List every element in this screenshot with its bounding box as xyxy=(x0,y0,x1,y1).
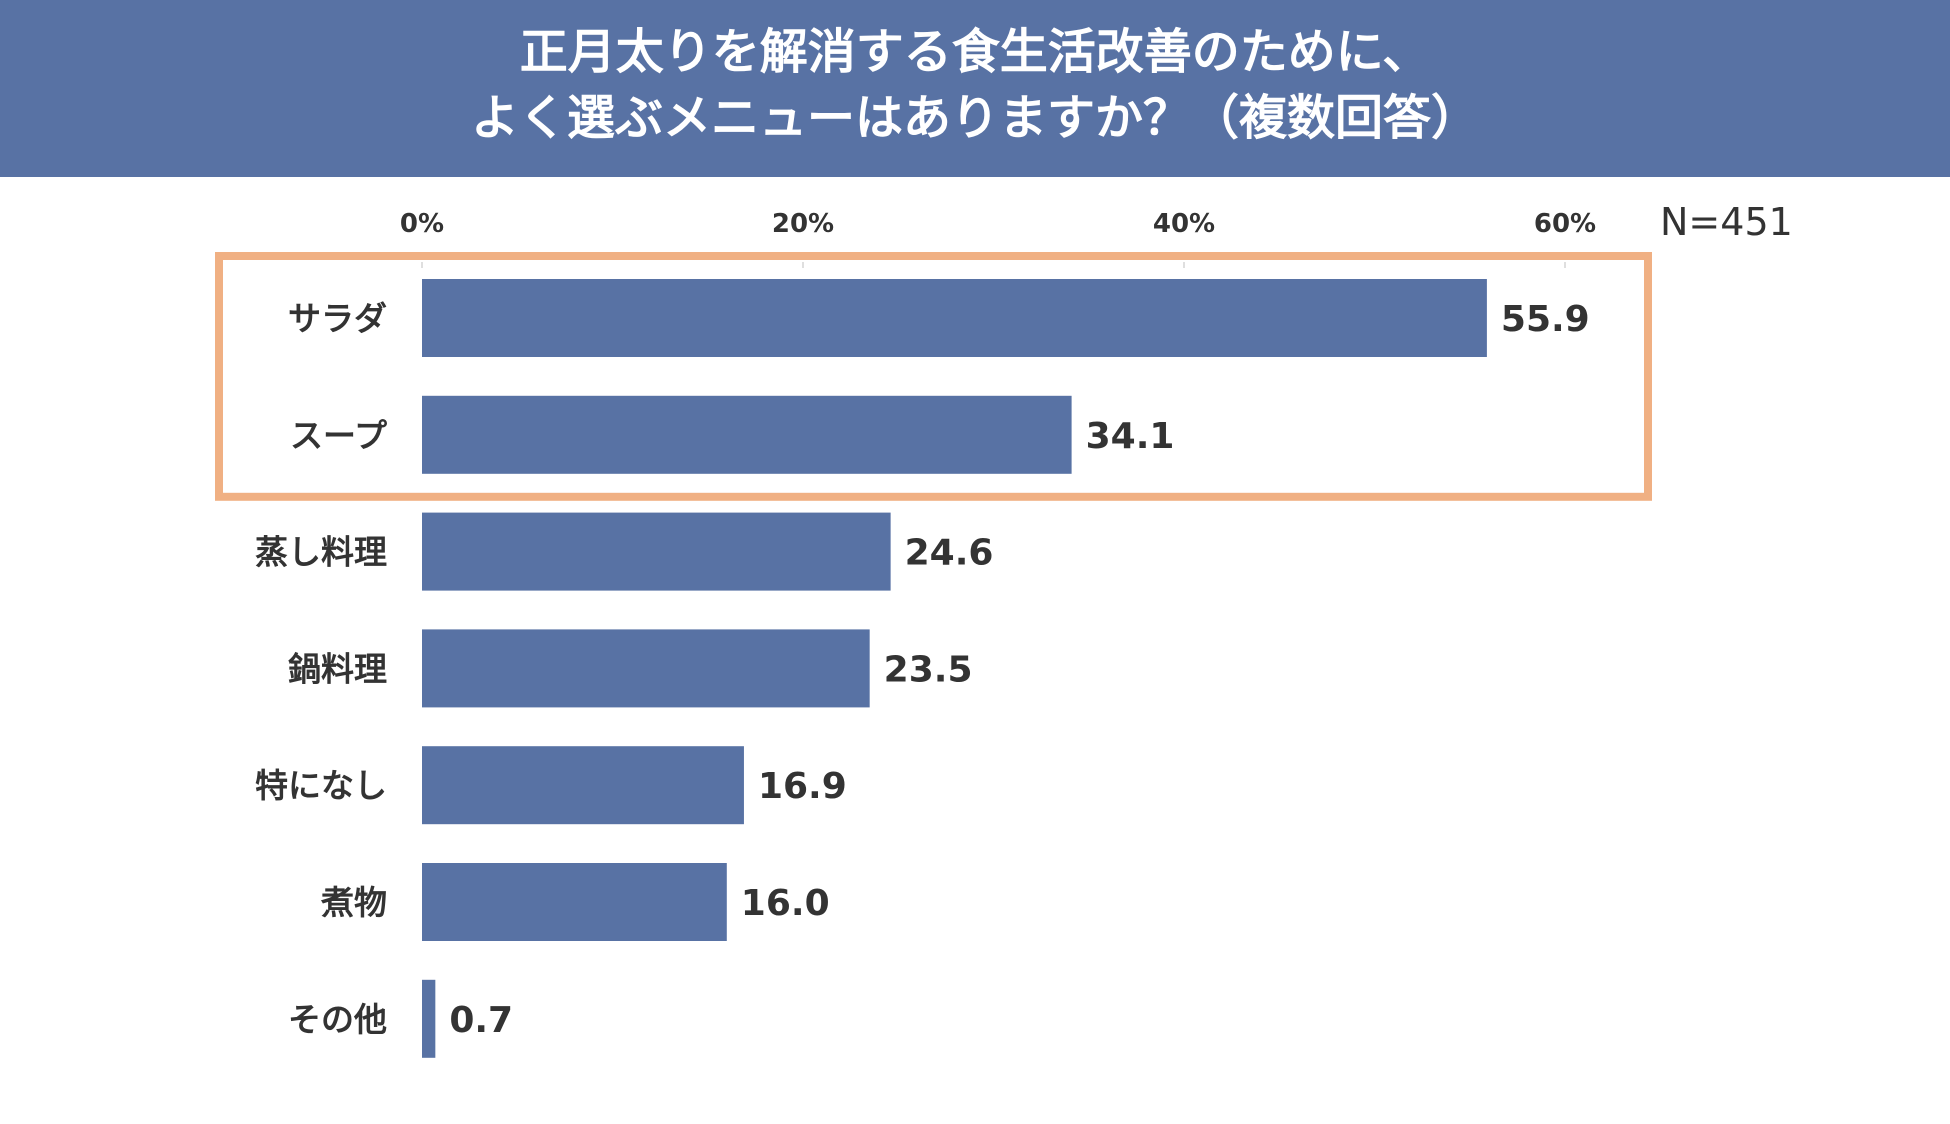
x-axis-tick-label: 60% xyxy=(1534,209,1596,239)
data-label: 34.1 xyxy=(1086,416,1175,457)
category-label: 鍋料理 xyxy=(288,649,387,688)
data-label: 24.6 xyxy=(905,533,994,574)
data-label: 0.7 xyxy=(449,1000,513,1041)
x-axis-tick-label: 0% xyxy=(400,209,444,239)
bar xyxy=(422,279,1487,357)
bar xyxy=(422,746,744,824)
bar xyxy=(422,629,870,707)
bar xyxy=(422,396,1072,474)
category-label: 特になし xyxy=(255,766,387,805)
data-label: 16.9 xyxy=(758,766,847,807)
category-label: 煮物 xyxy=(320,883,387,922)
sample-size-label: N=451 xyxy=(1660,200,1793,244)
bar xyxy=(422,980,435,1058)
bar xyxy=(422,513,891,591)
bar xyxy=(422,863,727,941)
data-label: 55.9 xyxy=(1501,299,1590,340)
category-label: スープ xyxy=(290,416,388,455)
x-axis-tick-label: 20% xyxy=(772,209,834,239)
x-axis-tick-label: 40% xyxy=(1153,209,1215,239)
category-label: その他 xyxy=(288,1000,387,1039)
category-label: サラダ xyxy=(288,299,387,338)
data-label: 16.0 xyxy=(741,883,830,924)
category-label: 蒸し料理 xyxy=(255,533,387,572)
data-label: 23.5 xyxy=(884,649,973,690)
